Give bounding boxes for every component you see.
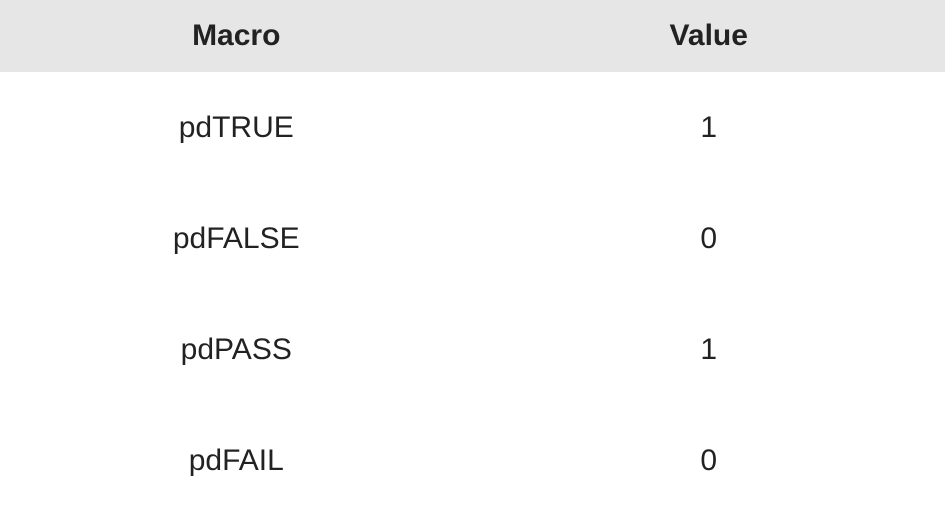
cell-value: 0 xyxy=(473,444,945,478)
table-row: pdFALSE 0 xyxy=(0,183,945,294)
table-header-row: Macro Value xyxy=(0,0,945,72)
cell-value: 0 xyxy=(473,222,945,256)
cell-macro: pdTRUE xyxy=(0,111,473,145)
table-row: pdTRUE 1 xyxy=(0,72,945,183)
cell-macro: pdFALSE xyxy=(0,222,473,256)
column-header-value: Value xyxy=(473,19,945,53)
cell-value: 1 xyxy=(473,333,945,367)
cell-macro: pdPASS xyxy=(0,333,473,367)
table-row: pdFAIL 0 xyxy=(0,405,945,516)
column-header-macro: Macro xyxy=(0,19,473,53)
cell-macro: pdFAIL xyxy=(0,444,473,478)
table-row: pdPASS 1 xyxy=(0,294,945,405)
cell-value: 1 xyxy=(473,111,945,145)
macro-value-table: Macro Value pdTRUE 1 pdFALSE 0 pdPASS 1 … xyxy=(0,0,945,516)
